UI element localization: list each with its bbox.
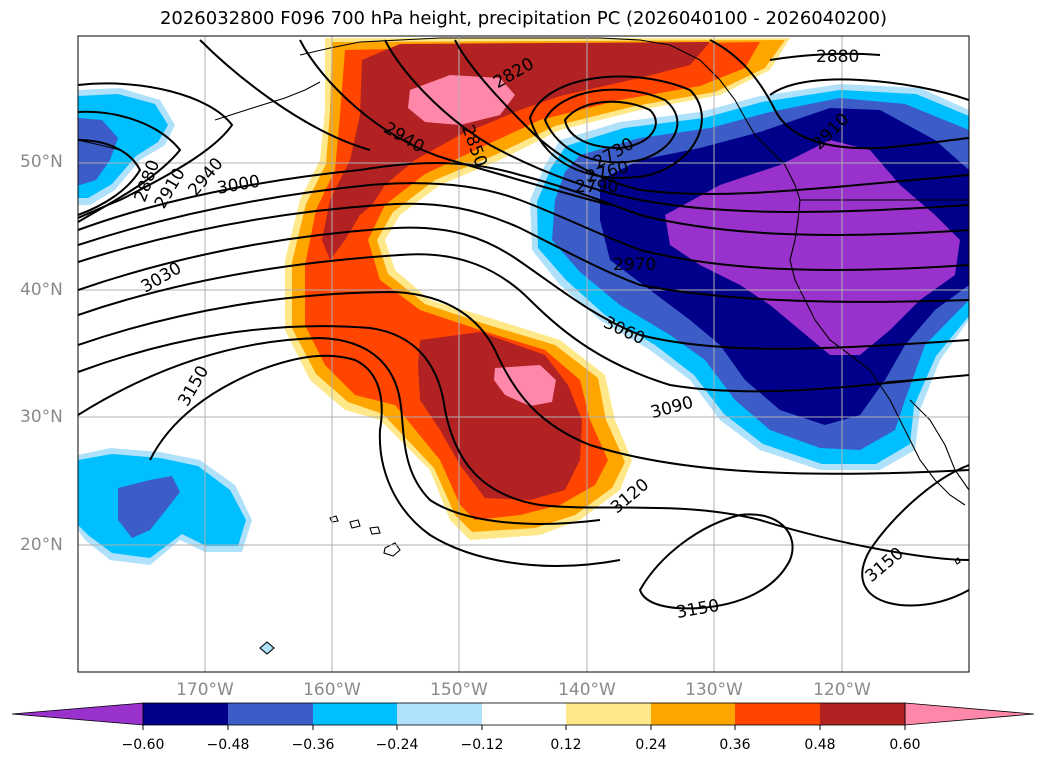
graticule — [78, 36, 969, 672]
contour-line — [78, 325, 969, 561]
contour-line — [78, 139, 142, 216]
height-contours — [78, 39, 969, 610]
plot-frame — [77, 35, 970, 673]
lon-label-150w: 150°W — [430, 680, 488, 700]
colorbar-tick-label: 0.24 — [635, 737, 667, 753]
coastline-kamchatka — [78, 139, 121, 151]
lon-label-170w: 170°W — [176, 680, 234, 700]
coastline-mexico-gulf — [909, 399, 969, 491]
lat-label-30n: 30°N — [20, 407, 63, 427]
shade-negative-west-blue — [78, 118, 118, 185]
lon-label-140w: 140°W — [558, 680, 616, 700]
colorbar-bin — [651, 703, 735, 725]
colorbar-bin — [228, 703, 313, 725]
contour-line — [299, 39, 611, 206]
shade-negative-southwest-blue — [118, 476, 180, 538]
coastline-us-west — [789, 199, 911, 441]
colorbar-outline — [142, 702, 906, 726]
contour-line — [78, 253, 969, 393]
lat-label-40n: 40°N — [20, 280, 63, 300]
colorbar-bin — [566, 703, 651, 725]
shade-0.48 — [322, 42, 710, 500]
colorbar-tick-label: 0.60 — [889, 737, 921, 753]
lat-label-50n: 50°N — [20, 152, 63, 172]
lat-label-20n: 20°N — [20, 535, 63, 555]
colorbar-bin — [397, 703, 482, 725]
island-kauai — [329, 515, 339, 523]
coastline-baja — [909, 439, 966, 506]
island-oahu — [349, 519, 381, 535]
contour-line — [78, 336, 601, 525]
colorbar-bin — [735, 703, 820, 725]
lon-label-120w: 120°W — [813, 680, 871, 700]
contour-line — [78, 290, 969, 475]
colorbar-bin — [482, 703, 566, 725]
contour-line-3150-east — [638, 513, 794, 610]
contour-line — [769, 78, 969, 101]
contour-low-loop-2 — [543, 88, 679, 164]
contour-line — [199, 39, 371, 151]
colorbar-tick-label: −0.12 — [460, 737, 504, 753]
contour-label: 2970 — [613, 255, 656, 275]
colorbar-bin — [143, 703, 228, 725]
contour-line — [78, 182, 969, 271]
colorbar-tick-label: −0.36 — [291, 737, 335, 753]
colorbar-bin — [313, 703, 397, 725]
contour-line — [78, 226, 969, 350]
contour-label: 2790 — [575, 177, 618, 197]
lon-label-160w: 160°W — [303, 680, 361, 700]
contour-line-3150-southeast — [861, 464, 969, 607]
contour-line — [709, 39, 969, 150]
contour-line — [149, 354, 621, 567]
colorbar-tick-label: 0.12 — [550, 737, 582, 753]
island-small — [259, 641, 275, 655]
contour-line — [769, 52, 881, 61]
contour-line — [78, 110, 182, 223]
colorbar-tick-label: 0.36 — [719, 737, 751, 753]
colorbar-tick-label: −0.24 — [375, 737, 419, 753]
lon-label-130w: 130°W — [685, 680, 743, 700]
map-plot-area: 2820 2850 2880 2880 2910 2910 2940 2940 … — [78, 36, 969, 672]
colorbar — [11, 702, 1035, 730]
colorbar-tick-label: 0.48 — [804, 737, 836, 753]
contour-low-loop-3 — [528, 75, 703, 179]
contour-low-loop — [563, 100, 657, 150]
colorbar-extend-high — [904, 702, 1035, 726]
contour-line — [78, 202, 969, 303]
shade-0.36 — [305, 42, 760, 520]
island-hawaii — [383, 542, 401, 557]
contour-label: 2880 — [816, 47, 859, 67]
colorbar-tick-label: −0.60 — [121, 737, 165, 753]
coastline-alaska — [299, 37, 756, 136]
colorbar-extend-low — [11, 702, 144, 726]
shade-0.60 — [408, 75, 556, 406]
contour-line — [384, 39, 969, 213]
colorbar-tick-label: −0.48 — [206, 737, 250, 753]
contour-line — [78, 162, 969, 236]
colorbar-bin — [820, 703, 905, 725]
contour-line — [454, 39, 969, 196]
map-title: 2026032800 F096 700 hPa height, precipit… — [159, 8, 888, 29]
